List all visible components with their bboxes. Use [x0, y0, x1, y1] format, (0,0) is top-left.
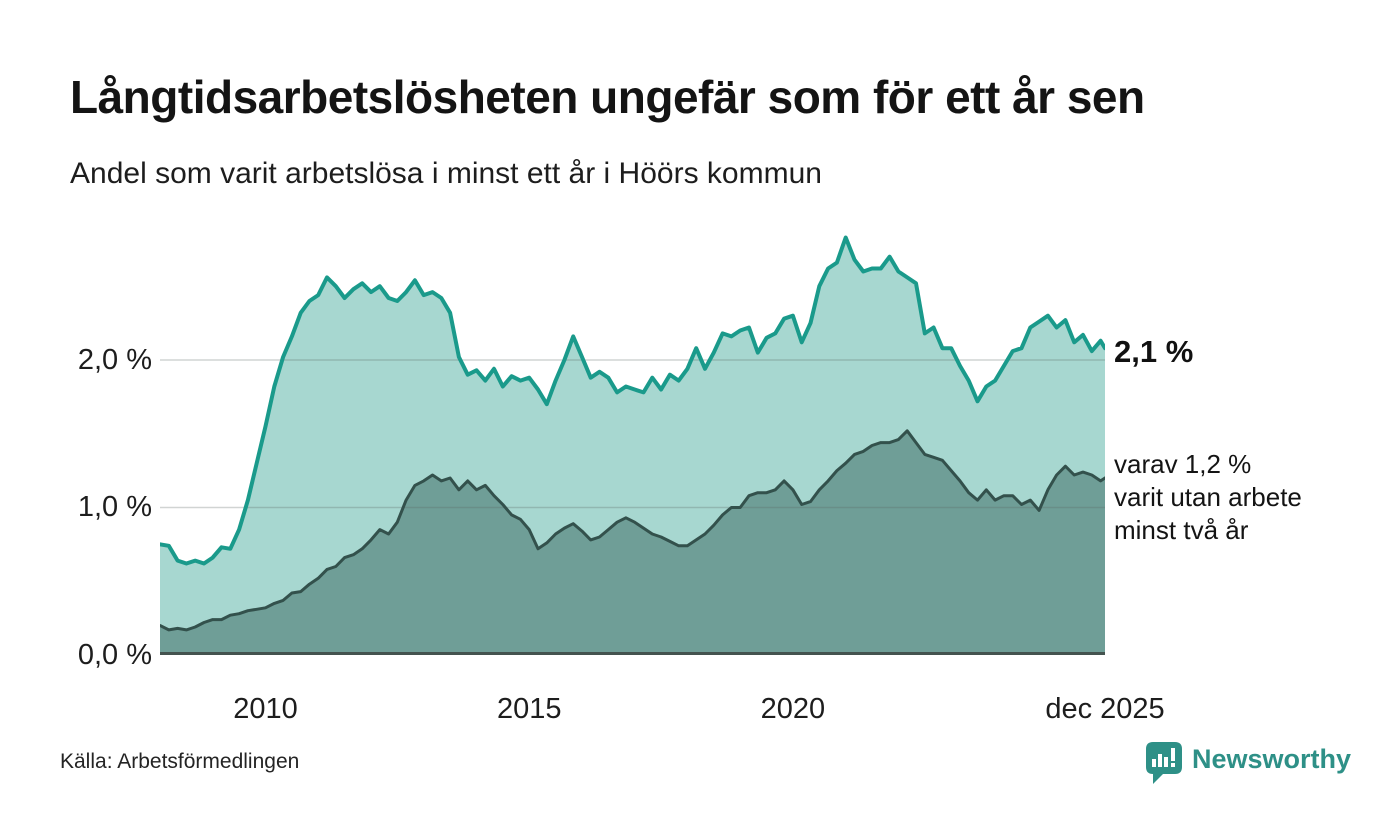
x-tick-label: 2015 — [496, 693, 562, 725]
chart-title: Långtidsarbetslösheten ungefär som för e… — [70, 71, 1145, 123]
brand-name: Newsworthy — [1192, 744, 1352, 774]
y-tick-label: 2,0 % — [77, 343, 152, 376]
x-tick-label: 2020 — [760, 693, 826, 725]
source-label: Källa: Arbetsförmedlingen — [60, 750, 300, 773]
secondary-annotation-line: varav 1,2 % — [1114, 449, 1252, 479]
y-tick-label: 0,0 % — [77, 639, 152, 671]
x-tick-label: dec 2025 — [1045, 693, 1165, 725]
area-chart — [160, 235, 1105, 655]
secondary-annotation-line: varit utan arbete — [1114, 482, 1302, 512]
series-line-1 — [160, 429, 1105, 632]
series-line-0 — [160, 235, 1105, 566]
x-tick-label: 2010 — [233, 693, 298, 725]
newsworthy-logo: Newsworthy — [1146, 742, 1351, 786]
secondary-annotation-line: minst två år — [1114, 515, 1249, 545]
latest-value-label: 2,1 % — [1114, 334, 1194, 369]
series-area-1 — [160, 430, 1105, 655]
secondary-annotation: varav 1,2 % varit utan arbete minst två … — [1114, 448, 1302, 547]
chart-subtitle: Andel som varit arbetslösa i minst ett å… — [70, 157, 822, 190]
newsworthy-icon — [1146, 742, 1182, 784]
y-tick-label: 1,0 % — [77, 491, 152, 524]
